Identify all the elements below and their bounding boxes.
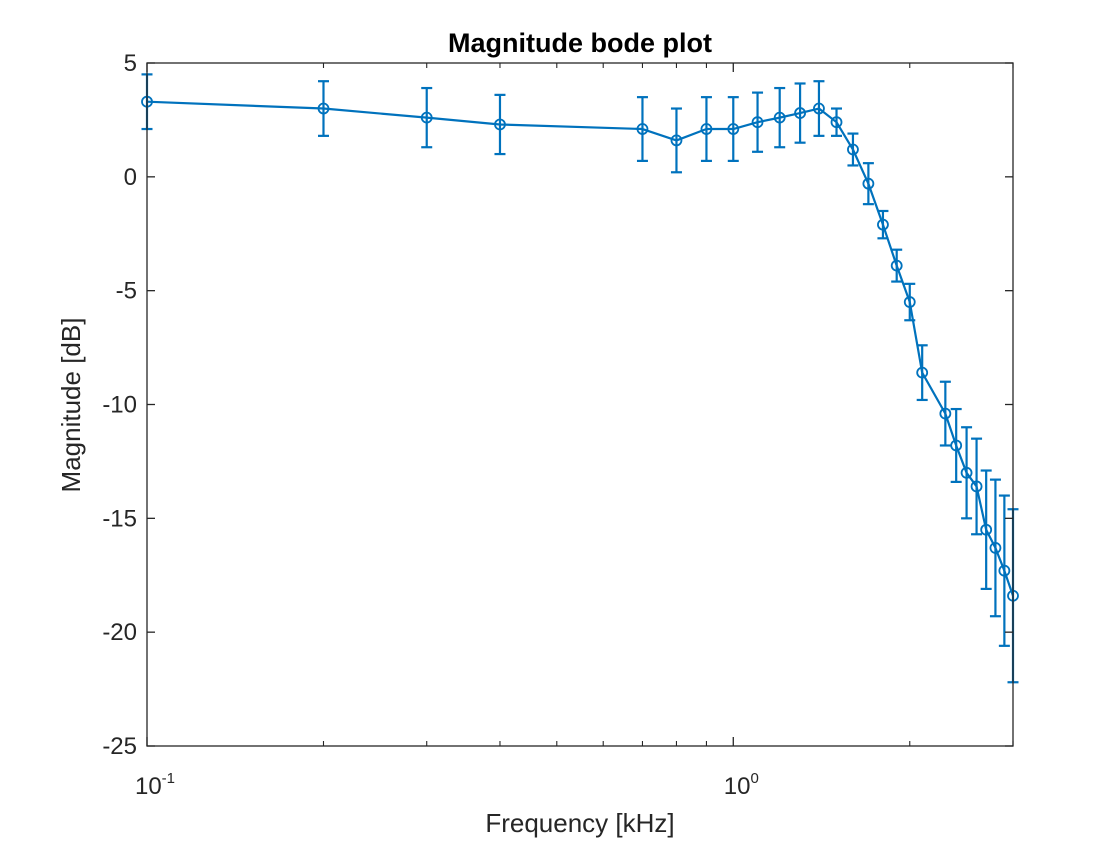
data-point: [700, 123, 713, 135]
data-point: [494, 118, 506, 131]
error-bar: [980, 469, 992, 591]
error-bar: [939, 380, 951, 447]
error-bar: [421, 86, 433, 149]
error-bar: [831, 107, 843, 137]
error-bar: [916, 344, 928, 402]
x-axis-label: Frequency [kHz]: [485, 808, 674, 838]
data-point: [420, 111, 433, 124]
data-point: [794, 107, 806, 119]
series-line: [146, 100, 1015, 597]
data-point: [960, 466, 973, 479]
error-bar: [670, 107, 682, 174]
y-tick-label: -15: [102, 505, 137, 532]
data-point: [773, 111, 786, 124]
data-point: [670, 134, 683, 147]
data-point: [847, 143, 859, 156]
data-point: [939, 407, 952, 420]
error-bar: [317, 80, 329, 137]
data-point: [998, 564, 1011, 577]
error-bar: [847, 132, 859, 167]
error-bar: [989, 478, 1001, 618]
error-bar: [494, 93, 506, 156]
data-point: [813, 102, 825, 115]
data-point: [980, 523, 993, 536]
error-bar: [774, 86, 786, 149]
data-point: [970, 480, 983, 493]
x-ticks: 10-1 100: [135, 63, 1014, 800]
error-bar: [950, 407, 962, 484]
y-tick-label: -5: [116, 278, 137, 305]
data-point: [916, 366, 929, 379]
error-bar: [813, 80, 825, 137]
plot-marks: [141, 73, 1019, 684]
data-point: [317, 102, 330, 115]
x-tick-label: 10-1: [135, 770, 175, 800]
error-bar: [727, 96, 739, 162]
error-bar: [998, 494, 1010, 647]
data-point: [989, 542, 1002, 554]
error-bar: [862, 162, 874, 206]
error-bar: [904, 282, 916, 322]
y-tick-label: -20: [102, 619, 137, 646]
data-point: [751, 116, 764, 129]
error-bar: [877, 209, 889, 240]
data-point: [877, 218, 889, 231]
error-bar: [971, 437, 983, 536]
y-axis-label: Magnitude [dB]: [56, 318, 86, 493]
error-bar: [700, 96, 712, 162]
error-bar: [636, 96, 648, 162]
data-point: [862, 177, 875, 190]
data-point: [636, 123, 649, 135]
y-tick-label: 0: [124, 164, 137, 191]
y-tick-label: 5: [124, 50, 137, 77]
data-point: [903, 296, 916, 308]
error-bar: [891, 248, 903, 283]
y-tick-label: -10: [102, 392, 137, 419]
axes-box: [146, 62, 1014, 747]
data-point: [950, 439, 963, 452]
chart-title: Magnitude bode plot: [448, 28, 712, 58]
error-bar: [961, 426, 973, 520]
data-point: [830, 116, 843, 129]
error-bar: [752, 91, 764, 153]
error-bar: [794, 82, 806, 144]
data-point: [890, 259, 903, 272]
x-tick-label: 100: [724, 770, 759, 800]
y-tick-label: -25: [102, 733, 137, 760]
y-ticks: 5 0 -5 -10 -15 -20 -25: [102, 50, 1013, 760]
data-point: [727, 123, 740, 135]
